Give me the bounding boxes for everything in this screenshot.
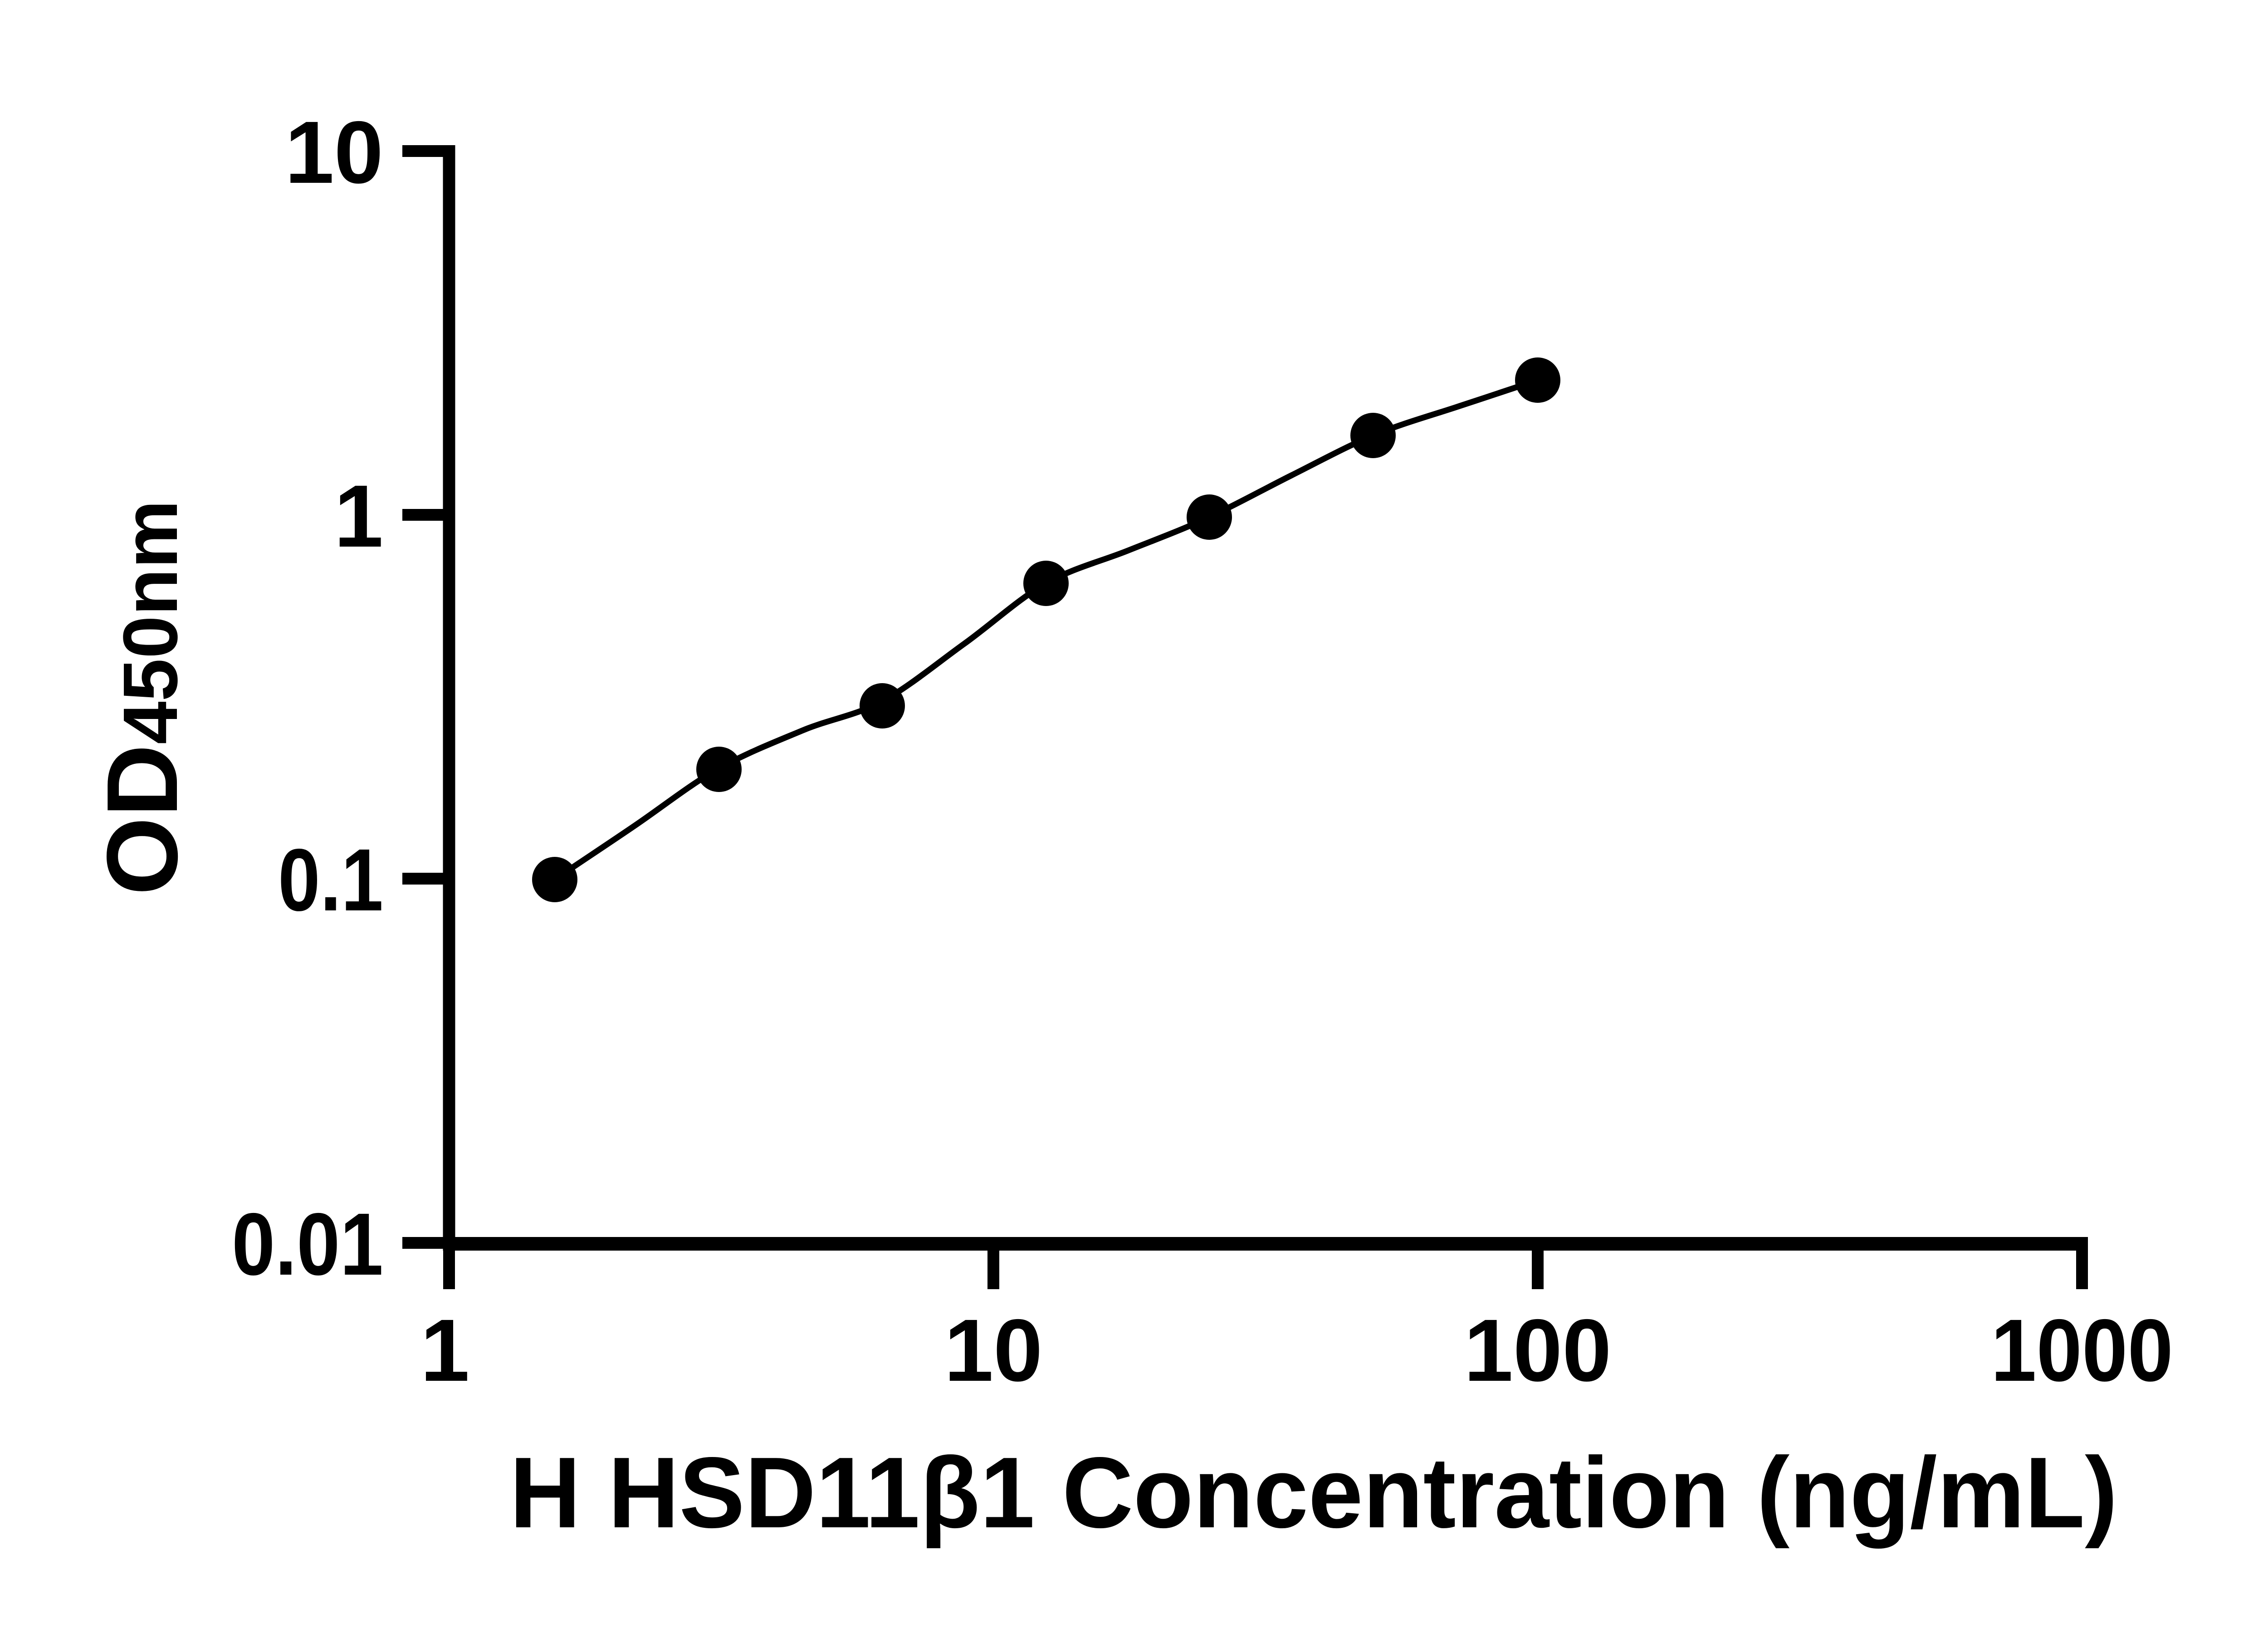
svg-text:1000: 1000 bbox=[1991, 1301, 2173, 1400]
svg-text:100: 100 bbox=[1464, 1301, 1611, 1400]
svg-text:H HSD11β1 Concentration (ng/mL: H HSD11β1 Concentration (ng/mL) bbox=[510, 1437, 2118, 1549]
svg-text:10: 10 bbox=[944, 1301, 1043, 1400]
svg-text:1: 1 bbox=[334, 467, 383, 566]
svg-text:0.01: 0.01 bbox=[232, 1195, 383, 1294]
svg-text:1: 1 bbox=[420, 1301, 469, 1400]
svg-text:0.1: 0.1 bbox=[278, 831, 383, 929]
svg-text:10: 10 bbox=[285, 103, 383, 202]
